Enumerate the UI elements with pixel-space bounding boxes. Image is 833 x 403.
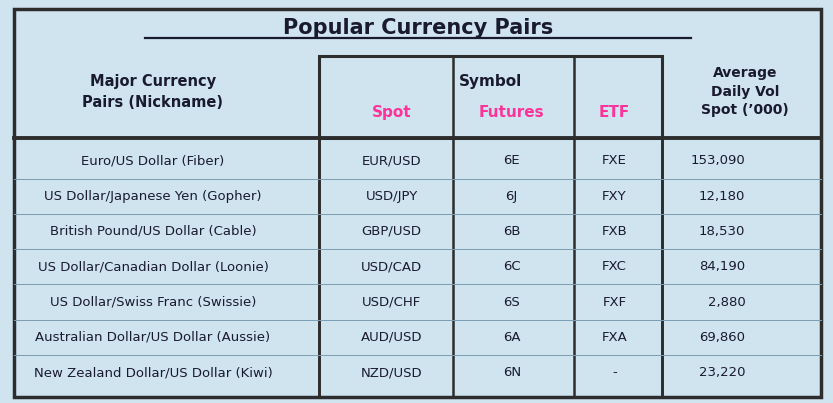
FancyBboxPatch shape [14,9,821,397]
Text: 12,180: 12,180 [699,190,746,203]
Text: 69,860: 69,860 [700,331,746,344]
Text: AUD/USD: AUD/USD [361,331,422,344]
Text: 18,530: 18,530 [699,225,746,238]
Text: US Dollar/Swiss Franc (Swissie): US Dollar/Swiss Franc (Swissie) [50,295,257,309]
Text: USD/CHF: USD/CHF [362,295,421,309]
Text: Futures: Futures [479,105,545,120]
Text: 6N: 6N [502,366,521,379]
Text: FXE: FXE [602,154,627,167]
Text: FXB: FXB [601,225,627,238]
Text: FXC: FXC [602,260,627,273]
Text: FXA: FXA [601,331,627,344]
Text: ETF: ETF [599,105,630,120]
Text: NZD/USD: NZD/USD [361,366,422,379]
Text: 6C: 6C [503,260,521,273]
Text: 2,880: 2,880 [707,295,746,309]
Text: Spot: Spot [372,105,412,120]
Text: US Dollar/Japanese Yen (Gopher): US Dollar/Japanese Yen (Gopher) [44,190,262,203]
Text: USD/CAD: USD/CAD [361,260,422,273]
Text: New Zealand Dollar/US Dollar (Kiwi): New Zealand Dollar/US Dollar (Kiwi) [33,366,272,379]
Text: 6J: 6J [506,190,518,203]
Text: US Dollar/Canadian Dollar (Loonie): US Dollar/Canadian Dollar (Loonie) [37,260,268,273]
Text: British Pound/US Dollar (Cable): British Pound/US Dollar (Cable) [50,225,257,238]
Text: 6E: 6E [503,154,520,167]
Text: -: - [612,366,616,379]
Text: 153,090: 153,090 [691,154,746,167]
Text: Major Currency
Pairs (Nickname): Major Currency Pairs (Nickname) [82,74,223,110]
Text: Euro/US Dollar (Fiber): Euro/US Dollar (Fiber) [82,154,225,167]
Text: 23,220: 23,220 [699,366,746,379]
Text: Australian Dollar/US Dollar (Aussie): Australian Dollar/US Dollar (Aussie) [36,331,271,344]
Text: 6S: 6S [503,295,520,309]
Text: 6A: 6A [503,331,521,344]
Text: USD/JPY: USD/JPY [366,190,417,203]
FancyBboxPatch shape [319,56,662,138]
Text: EUR/USD: EUR/USD [362,154,421,167]
Text: FXF: FXF [602,295,626,309]
Text: 6B: 6B [503,225,521,238]
Text: Average
Daily Vol
Spot (’000): Average Daily Vol Spot (’000) [701,66,789,117]
Text: FXY: FXY [602,190,626,203]
Text: GBP/USD: GBP/USD [362,225,421,238]
Text: Popular Currency Pairs: Popular Currency Pairs [283,18,553,37]
Text: Symbol: Symbol [459,73,522,89]
Text: 84,190: 84,190 [699,260,746,273]
